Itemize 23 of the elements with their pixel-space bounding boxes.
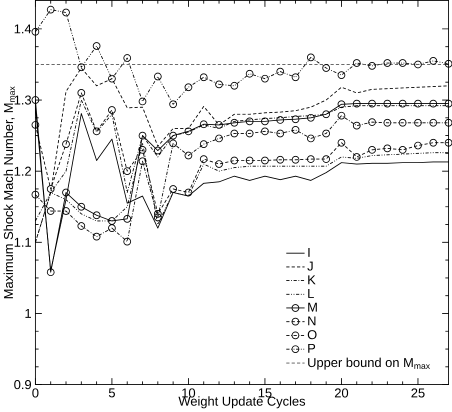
- legend-label: O: [308, 330, 317, 340]
- x-axis-title: Weight Update Cycles: [178, 396, 306, 408]
- y-tick-label: 1: [25, 309, 31, 318]
- x-tick-label: 10: [182, 388, 196, 398]
- legend-label: L: [308, 289, 314, 298]
- legend-label: Upper bound on M$_{max}$: [308, 358, 430, 370]
- y-tick-label: 1.1: [14, 238, 31, 247]
- x-tick-label: 0: [32, 388, 38, 398]
- y-tick-label: 1.4: [14, 24, 32, 34]
- y-tick-label: 0.9: [14, 380, 31, 390]
- legend-label: M: [308, 302, 317, 312]
- x-tick-label: 15: [258, 388, 272, 398]
- x-tick-label: 20: [334, 388, 348, 398]
- x-tick-label: 5: [108, 388, 115, 398]
- legend-label: J: [307, 262, 313, 271]
- y-tick-label: 1.3: [14, 96, 32, 105]
- x-tick-label: 25: [411, 388, 425, 398]
- legend-label: K: [308, 275, 316, 284]
- legend-label: N: [308, 316, 316, 326]
- y-tick-label: 1.2: [14, 166, 31, 176]
- y-axis-title: Maximum Shock Mach Number, M$_{max}$: [4, 86, 15, 298]
- legend-label: I: [308, 248, 310, 257]
- legend-label: P: [308, 344, 316, 353]
